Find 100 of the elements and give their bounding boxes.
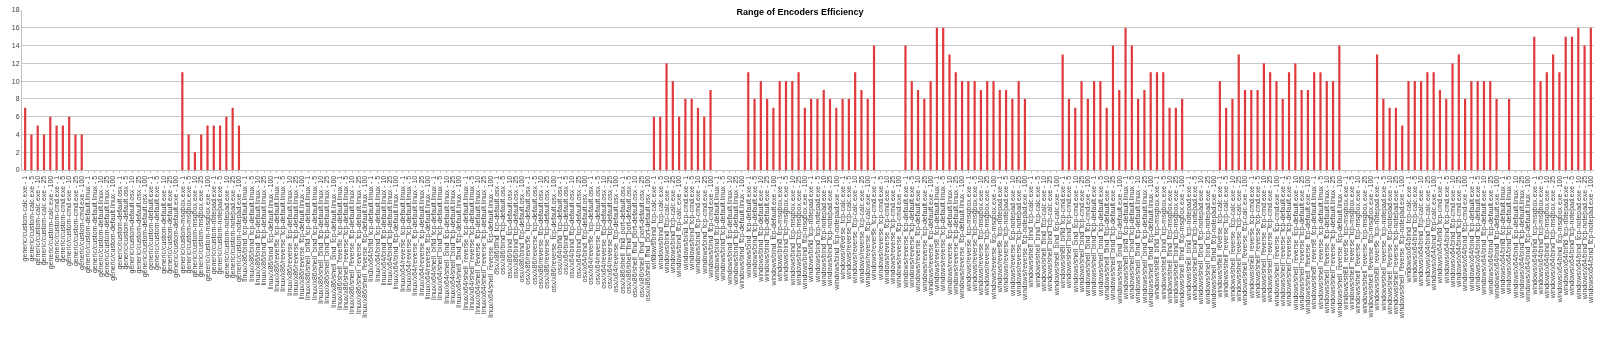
bar — [42, 134, 46, 170]
bar — [1250, 90, 1253, 170]
bar — [866, 98, 869, 170]
bar — [910, 81, 913, 170]
bar — [1225, 107, 1228, 170]
bar — [1388, 107, 1391, 170]
bar — [1243, 90, 1247, 170]
bar — [709, 90, 712, 170]
bar — [1004, 90, 1008, 170]
bar — [1011, 98, 1014, 170]
bar — [1539, 81, 1542, 170]
bar — [1017, 81, 1020, 170]
bar — [759, 81, 762, 170]
bar — [784, 81, 788, 170]
bar — [193, 152, 197, 170]
bar — [1508, 98, 1511, 170]
bar — [1589, 27, 1592, 170]
bar — [237, 125, 241, 170]
bar — [1105, 107, 1108, 170]
bar — [55, 125, 58, 170]
bar — [753, 98, 756, 170]
bar — [1451, 63, 1454, 170]
bar — [967, 81, 970, 170]
bar — [1061, 54, 1064, 170]
bar — [1262, 63, 1265, 170]
chart-title: Range of Encoders Efficiency — [736, 7, 864, 17]
bar — [935, 27, 938, 170]
bar — [1533, 36, 1536, 170]
bar — [847, 98, 850, 170]
bar — [1155, 72, 1159, 170]
bar — [860, 90, 863, 170]
bar — [30, 134, 33, 170]
bar — [998, 90, 1001, 170]
bar — [1407, 81, 1410, 170]
bar — [1168, 107, 1171, 170]
bar — [1256, 90, 1259, 170]
bar — [747, 72, 750, 170]
bar — [218, 125, 222, 170]
bar — [1489, 81, 1492, 170]
bar — [948, 54, 951, 170]
bar — [986, 81, 989, 170]
bar — [1438, 90, 1442, 170]
bar — [1130, 45, 1133, 170]
bar — [828, 98, 832, 170]
bar — [835, 107, 838, 170]
bar — [80, 134, 83, 170]
bar — [212, 125, 215, 170]
bar — [954, 72, 957, 170]
bar — [942, 27, 945, 170]
bar — [206, 125, 209, 170]
bar — [1583, 45, 1586, 170]
bar — [1419, 81, 1423, 170]
bar — [24, 107, 27, 170]
bar — [200, 134, 203, 170]
bar — [665, 63, 668, 170]
bar — [1137, 98, 1140, 170]
bar — [1552, 54, 1555, 170]
bar — [1143, 90, 1146, 170]
bar — [671, 81, 674, 170]
bar — [1287, 72, 1291, 170]
bar — [1432, 72, 1435, 170]
bar — [1067, 98, 1071, 170]
bar — [803, 107, 806, 170]
bar — [979, 90, 983, 170]
bar — [778, 81, 781, 170]
bar — [797, 72, 800, 170]
bar — [1281, 98, 1284, 170]
bar — [1300, 90, 1303, 170]
bar — [1482, 81, 1486, 170]
bar — [841, 98, 844, 170]
bar — [960, 81, 964, 170]
bar — [678, 116, 681, 170]
bar — [1394, 107, 1398, 170]
bar — [1331, 81, 1335, 170]
bar — [74, 134, 77, 170]
bar — [1445, 98, 1448, 170]
bar — [1080, 81, 1083, 170]
bar — [1313, 72, 1316, 170]
bar — [1426, 72, 1429, 170]
bar — [822, 90, 825, 170]
bar — [923, 98, 926, 170]
bar — [816, 98, 819, 170]
bar — [61, 125, 64, 170]
bar — [659, 116, 662, 170]
bar — [1111, 45, 1115, 170]
bar — [690, 98, 693, 170]
bar — [1023, 98, 1027, 170]
bar — [810, 98, 813, 170]
bar — [1319, 72, 1322, 170]
bar — [225, 116, 228, 170]
bar — [1086, 98, 1089, 170]
bar — [1093, 81, 1096, 170]
bar — [1124, 27, 1127, 170]
bar — [791, 81, 794, 170]
bar — [973, 81, 976, 170]
bar — [187, 134, 190, 170]
bar — [1325, 81, 1328, 170]
bar — [1558, 72, 1561, 170]
bar — [1564, 36, 1567, 170]
bar — [1382, 98, 1385, 170]
